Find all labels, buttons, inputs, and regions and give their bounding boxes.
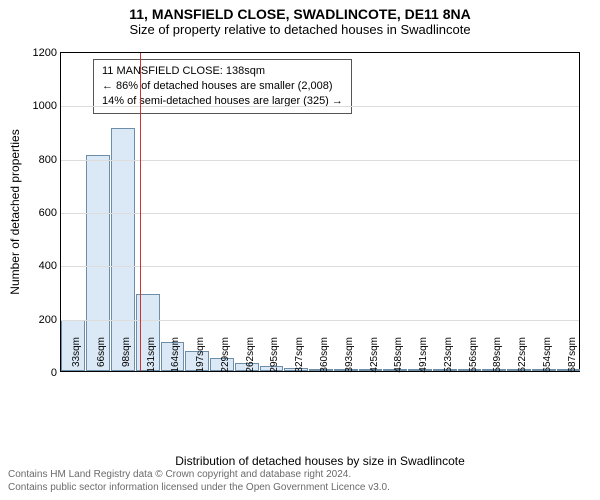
page-subtitle: Size of property relative to detached ho… [0, 22, 600, 37]
footer-line: Contains public sector information licen… [8, 481, 390, 494]
x-tick-label: 523sqm [443, 337, 454, 375]
x-tick-label: 262sqm [245, 337, 256, 375]
y-tick-label: 1200 [17, 47, 61, 59]
gridline [61, 106, 579, 107]
x-tick-label: 589sqm [492, 337, 503, 375]
x-tick-label: 458sqm [393, 337, 404, 375]
x-tick-label: 393sqm [344, 337, 355, 375]
footer-line: Contains HM Land Registry data © Crown c… [8, 468, 390, 481]
x-tick-label: 360sqm [319, 337, 330, 375]
x-tick-label: 622sqm [517, 337, 528, 375]
annotation-line: ← 86% of detached houses are smaller (2,… [102, 79, 343, 94]
reference-line [140, 53, 141, 371]
y-tick-label: 200 [17, 314, 61, 326]
x-tick-label: 556sqm [468, 337, 479, 375]
y-tick-label: 0 [17, 367, 61, 379]
gridline [61, 213, 579, 214]
x-tick-label: 295sqm [269, 337, 280, 375]
gridline [61, 266, 579, 267]
x-tick-label: 66sqm [96, 337, 107, 375]
x-tick-label: 197sqm [195, 337, 206, 375]
x-tick-label: 687sqm [567, 337, 578, 375]
x-tick-label: 164sqm [170, 337, 181, 375]
y-tick-label: 800 [17, 154, 61, 166]
page-title: 11, MANSFIELD CLOSE, SWADLINCOTE, DE11 8… [0, 6, 600, 22]
gridline [61, 320, 579, 321]
x-tick-label: 654sqm [542, 337, 553, 375]
footer-attribution: Contains HM Land Registry data © Crown c… [8, 468, 390, 494]
x-tick-label: 229sqm [220, 337, 231, 375]
x-tick-label: 491sqm [418, 337, 429, 375]
x-tick-label: 131sqm [146, 337, 157, 375]
gridline [61, 160, 579, 161]
x-tick-label: 33sqm [71, 337, 82, 375]
x-axis-label: Distribution of detached houses by size … [60, 454, 580, 468]
x-tick-label: 98sqm [121, 337, 132, 375]
y-tick-label: 600 [17, 207, 61, 219]
x-tick-label: 425sqm [369, 337, 380, 375]
y-tick-label: 400 [17, 260, 61, 272]
annotation-line: 11 MANSFIELD CLOSE: 138sqm [102, 64, 343, 79]
histogram-chart: Number of detached properties 11 MANSFIE… [60, 52, 580, 412]
y-tick-label: 1000 [17, 100, 61, 112]
x-tick-label: 327sqm [294, 337, 305, 375]
histogram-bar [111, 128, 135, 371]
